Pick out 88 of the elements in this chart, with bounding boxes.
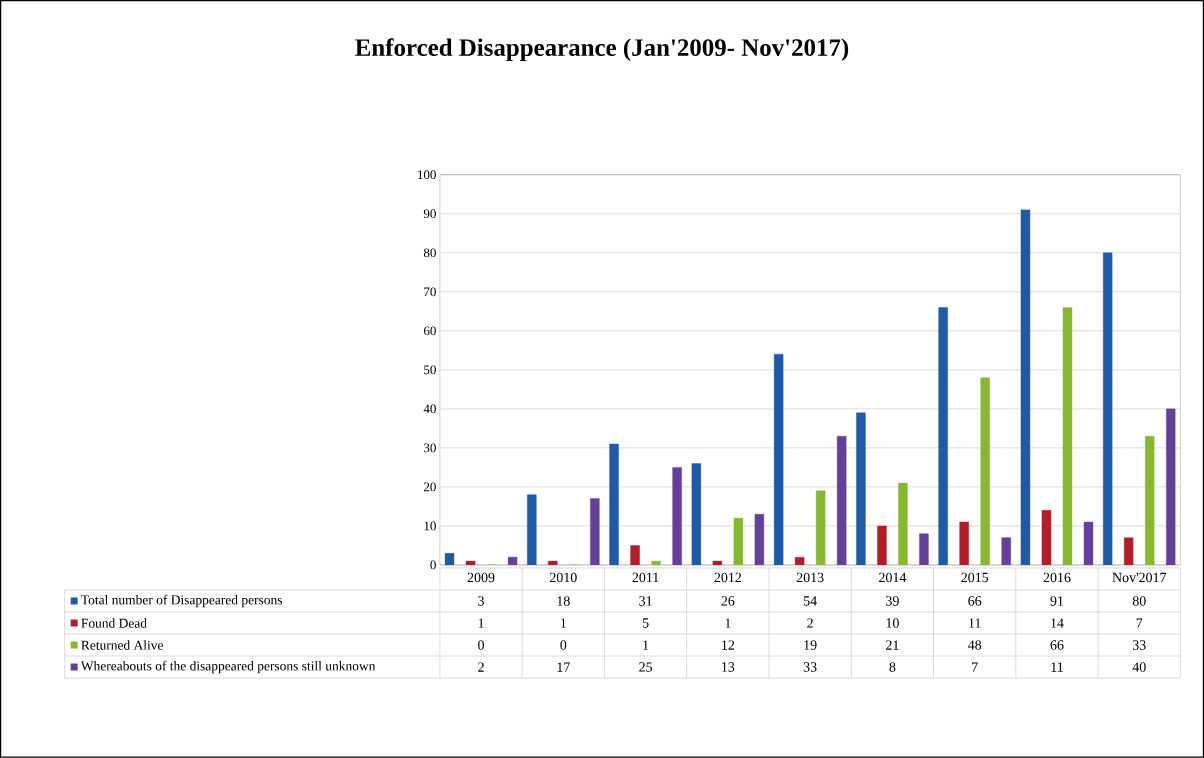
data-label: 11	[1051, 662, 1063, 672]
data-label: 48	[967, 640, 982, 650]
legend-label: Total number of Disappeared persons	[81, 594, 283, 608]
bar	[754, 514, 765, 566]
bar	[919, 533, 929, 566]
data-label: 31	[639, 596, 652, 606]
bar	[527, 494, 537, 566]
data-label: 10	[886, 618, 899, 628]
x-tick-label: 2012	[714, 572, 742, 583]
y-tick-label: 10	[424, 521, 436, 531]
x-tick-label: Nov'2017	[1112, 572, 1167, 583]
x-tick-label: 2015	[961, 572, 989, 583]
data-label: 91	[1050, 596, 1064, 606]
data-label: 13	[722, 662, 735, 672]
legend-label: Found Dead	[81, 618, 147, 628]
bar	[548, 561, 558, 566]
data-label: 1	[725, 618, 731, 628]
chart-title: Enforced Disappearance (Jan'2009- Nov'2017)	[355, 38, 849, 62]
data-label: 26	[721, 596, 735, 606]
bar	[1166, 408, 1176, 566]
x-tick-label: 2016	[1043, 572, 1071, 583]
y-tick-label: 100	[418, 170, 436, 180]
data-label: 14	[1051, 618, 1064, 628]
bar	[794, 557, 805, 566]
data-label: 54	[803, 596, 817, 606]
data-label: 17	[557, 662, 570, 672]
data-label: 5	[642, 618, 649, 628]
bar	[1083, 521, 1094, 566]
y-tick-label: 50	[424, 365, 436, 375]
bar	[691, 463, 702, 566]
data-label: 12	[722, 640, 735, 650]
legend-label: Returned Alive	[81, 640, 163, 650]
data-label: 2	[478, 662, 484, 672]
data-label: 66	[968, 596, 982, 606]
data-label: 25	[639, 662, 653, 672]
bar	[836, 436, 847, 566]
y-tick-label: 0	[430, 560, 436, 570]
x-tick-label: 2009	[467, 572, 495, 583]
bar	[773, 354, 784, 566]
bar	[465, 561, 476, 566]
data-label: 0	[478, 640, 484, 650]
bar	[609, 443, 619, 566]
y-tick-label: 60	[423, 326, 436, 336]
data-label: 39	[886, 596, 899, 606]
data-label: 40	[1132, 662, 1146, 672]
bar	[444, 553, 455, 566]
data-label: 11	[969, 618, 981, 628]
data-label: 21	[886, 640, 899, 650]
y-tick-label: 30	[424, 443, 436, 453]
data-label: 19	[804, 640, 817, 650]
data-label: 18	[557, 596, 570, 606]
y-tick-label: 70	[424, 287, 436, 297]
bar	[938, 307, 948, 566]
bar	[1020, 209, 1031, 566]
bar	[590, 498, 600, 566]
data-label: 66	[1050, 640, 1064, 650]
data-label: 2	[807, 618, 813, 628]
bar	[507, 557, 518, 566]
data-label: 33	[803, 662, 817, 672]
bar	[630, 545, 640, 566]
x-tick-label: 2010	[549, 572, 577, 583]
bar	[1041, 510, 1052, 566]
data-label: 1	[478, 618, 484, 628]
data-label: 33	[1132, 640, 1146, 650]
y-tick-label: 80	[423, 248, 436, 258]
x-tick-label: 2011	[632, 572, 659, 583]
bar	[877, 525, 887, 566]
bar	[1124, 537, 1134, 566]
data-label: 80	[1132, 596, 1146, 606]
x-tick-label: 2014	[879, 572, 907, 583]
y-tick-label: 90	[423, 209, 436, 219]
data-label: 8	[889, 662, 896, 672]
bar	[1103, 252, 1113, 566]
bar	[959, 521, 969, 566]
x-tick-label: 2013	[796, 572, 824, 583]
bar	[856, 412, 866, 566]
data-label: 7	[972, 662, 978, 672]
y-tick-label: 20	[423, 482, 436, 492]
data-label: 7	[1136, 618, 1143, 628]
data-label: 3	[478, 596, 484, 606]
legend-label: Whereabouts of the disappeared persons still unknown	[80, 661, 376, 674]
bar	[1001, 537, 1011, 566]
bar	[712, 561, 723, 566]
data-label: 0	[560, 640, 567, 650]
data-label: 1	[561, 618, 566, 628]
y-tick-label: 40	[423, 404, 436, 414]
data-label: 1	[643, 640, 649, 650]
bar	[672, 467, 682, 566]
